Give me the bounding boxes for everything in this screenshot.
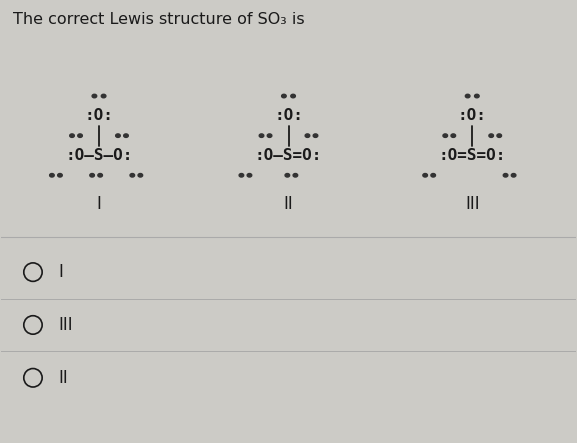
Text: :O=S=O:: :O=S=O: (439, 148, 506, 163)
Text: :O–S=O:: :O–S=O: (255, 148, 322, 163)
Circle shape (305, 134, 310, 137)
Circle shape (247, 174, 252, 177)
Circle shape (115, 134, 120, 137)
Circle shape (259, 134, 264, 137)
Text: I: I (96, 195, 102, 213)
Text: III: III (465, 195, 479, 213)
Circle shape (285, 174, 290, 177)
Circle shape (102, 94, 106, 98)
Circle shape (443, 134, 448, 137)
Circle shape (497, 134, 501, 137)
Circle shape (50, 174, 54, 177)
Text: :O:: :O: (458, 109, 486, 123)
Circle shape (78, 134, 83, 137)
Circle shape (423, 174, 428, 177)
Circle shape (474, 94, 479, 98)
Circle shape (58, 174, 62, 177)
Circle shape (503, 174, 508, 177)
Circle shape (466, 94, 470, 98)
Circle shape (239, 174, 243, 177)
Circle shape (291, 94, 295, 98)
Circle shape (451, 134, 456, 137)
Circle shape (90, 174, 95, 177)
Circle shape (92, 94, 97, 98)
Text: :O:: :O: (274, 109, 303, 123)
Circle shape (293, 174, 298, 177)
Circle shape (511, 174, 516, 177)
Circle shape (70, 134, 74, 137)
Circle shape (98, 174, 103, 177)
Text: II: II (284, 195, 293, 213)
Circle shape (313, 134, 318, 137)
Text: :O:: :O: (85, 109, 114, 123)
Circle shape (123, 134, 128, 137)
Text: I: I (59, 263, 63, 281)
Text: II: II (59, 369, 69, 387)
Circle shape (431, 174, 436, 177)
Circle shape (130, 174, 134, 177)
Text: III: III (59, 316, 73, 334)
Text: The correct Lewis structure of SO₃ is: The correct Lewis structure of SO₃ is (13, 12, 305, 27)
Circle shape (138, 174, 143, 177)
Circle shape (489, 134, 493, 137)
Text: :O–S–O:: :O–S–O: (65, 148, 133, 163)
Circle shape (267, 134, 272, 137)
Circle shape (282, 94, 286, 98)
